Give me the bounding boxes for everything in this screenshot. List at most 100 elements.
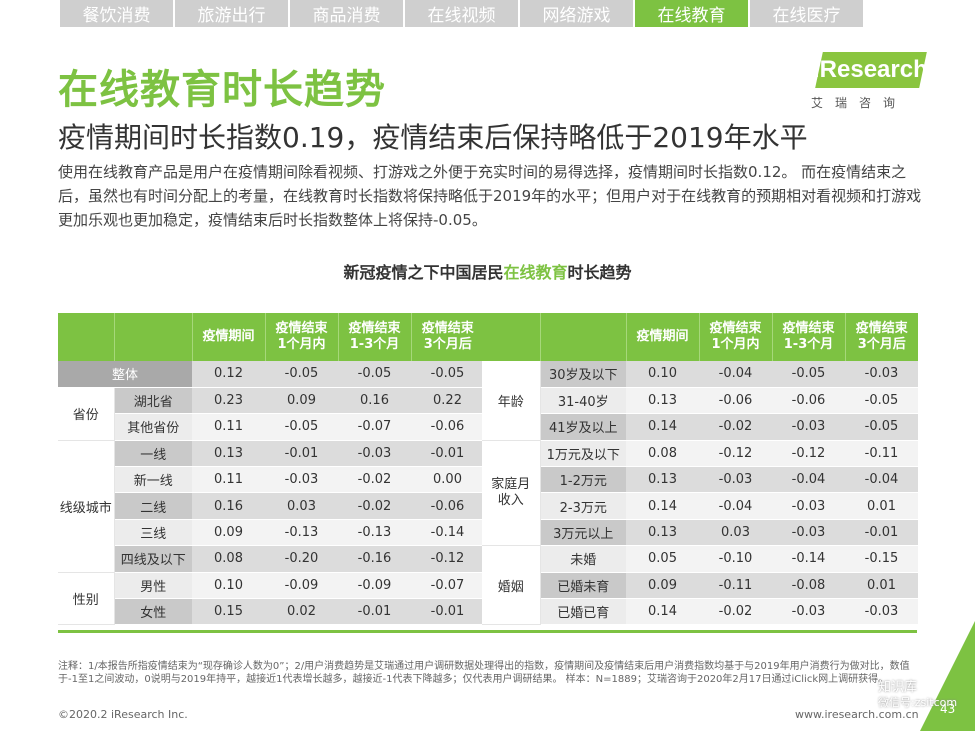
value-cell: 0.13 [626,466,699,494]
tab-1[interactable]: 旅游出行 [175,0,288,27]
category-label: 省份 [58,387,115,441]
value-cell: 0.03 [699,519,772,547]
value-cell: -0.13 [265,519,338,547]
row-label: 2-3万元 [540,492,626,520]
table-row: 省份 湖北省 0.23 0.09 0.16 0.22 [58,387,484,441]
value-cell: 0.14 [626,413,699,441]
table-row: 三线 0.09 -0.13 -0.13 -0.14 [58,519,484,547]
header-cell: 疫情结束 1-3个月 [771,313,845,361]
tab-3[interactable]: 在线视频 [405,0,518,27]
value-cell: -0.09 [265,572,338,600]
value-cell: -0.03 [772,519,845,547]
value-cell: -0.04 [772,466,845,494]
value-cell: -0.01 [338,598,411,626]
tab-2[interactable]: 商品消费 [290,0,403,27]
value-cell: -0.12 [699,440,772,468]
table-row: 新一线 0.11 -0.03 -0.02 0.00 [58,466,484,494]
header-cell: 疫情期间 [625,313,699,361]
value-cell: -0.20 [265,545,338,573]
total-row: 整体 0.12 -0.05 -0.05 -0.05 [58,361,484,388]
table-row: 3万元以上 0.13 0.03 -0.03 -0.01 [482,519,918,547]
value-cell: -0.03 [772,413,845,441]
tab-0[interactable]: 餐饮消费 [60,0,173,27]
watermark: 知识库 [878,680,918,695]
table-title-highlight: 在线教育 [503,263,568,282]
value-cell: -0.01 [411,598,484,626]
value-cell: -0.02 [699,598,772,626]
header-cell: 疫情结束 1个月内 [264,313,338,361]
value-cell: -0.02 [338,466,411,494]
value-cell: -0.05 [265,361,338,388]
row-label: 三线 [114,519,192,547]
value-cell: -0.03 [699,466,772,494]
value-cell: -0.11 [845,440,918,468]
table-row: 线级城市 一线 0.13 -0.01 -0.03 -0.01 [58,440,484,573]
table-row: 已婚未育 0.09 -0.11 -0.08 0.01 [482,572,918,600]
table-row: 41岁及以上 0.14 -0.02 -0.03 -0.05 [482,413,918,441]
description: 使用在线教育产品是用户在疫情期间除看视频、打游戏之外便于充实时间的易得选择，疫情… [58,163,922,229]
page-number: 43 [940,702,956,716]
tab-4[interactable]: 网络游戏 [520,0,633,27]
value-cell: -0.03 [772,492,845,520]
table-title: 新冠疫情之下中国居民在线教育时长趋势 [0,259,975,283]
row-label: 湖北省 [114,387,192,415]
row-label: 已婚已育 [540,598,626,626]
value-cell: 0.01 [845,572,918,600]
table-row: 婚姻 未婚 0.05 -0.10 -0.14 -0.15 [482,545,918,626]
value-cell: -0.14 [411,519,484,547]
header-blank [539,313,626,361]
value-cell: -0.10 [699,545,772,573]
value-cell: 0.16 [338,387,411,415]
value-cell: 0.05 [626,545,699,573]
value-cell: -0.11 [699,572,772,600]
value-cell: 0.16 [192,492,265,520]
table-title-post: 时长趋势 [567,263,632,282]
table-row: 女性 0.15 0.02 -0.01 -0.01 [58,598,484,626]
value-cell: -0.02 [699,413,772,441]
value-cell: -0.05 [772,361,845,388]
category-tabs: 餐饮消费 旅游出行 商品消费 在线视频 网络游戏 在线教育 在线医疗 [60,0,863,27]
value-cell: -0.07 [338,413,411,441]
row-label: 二线 [114,492,192,520]
value-cell: -0.01 [265,440,338,468]
value-cell: 0.13 [626,519,699,547]
iresearch-logo: iResearch 艾瑞咨询 [805,52,928,112]
category-label: 家庭月收入 [482,440,541,547]
value-cell: -0.09 [338,572,411,600]
table-row: 其他省份 0.11 -0.05 -0.07 -0.06 [58,413,484,441]
header-cell: 疫情结束 3个月后 [410,313,484,361]
value-cell: -0.12 [772,440,845,468]
value-cell: -0.04 [699,361,772,388]
value-cell: 0.09 [192,519,265,547]
tab-5[interactable]: 在线教育 [635,0,748,27]
row-label: 已婚未育 [540,572,626,600]
category-label: 线级城市 [58,440,115,573]
row-label: 30岁及以下 [540,361,626,388]
value-cell: -0.12 [411,545,484,573]
header-blank [482,313,540,361]
logo-subtitle: 艾瑞咨询 [811,96,908,110]
value-cell: 0.00 [411,466,484,494]
value-cell: -0.13 [338,519,411,547]
tab-6[interactable]: 在线医疗 [750,0,863,27]
value-cell: 0.03 [265,492,338,520]
header-cell: 疫情结束 1个月内 [698,313,772,361]
row-label: 四线及以下 [114,545,192,573]
value-cell: -0.04 [699,492,772,520]
header-row: 疫情期间 疫情结束 1个月内 疫情结束 1-3个月 疫情结束 3个月后 [482,313,918,361]
value-cell: -0.05 [845,413,918,441]
value-cell: -0.05 [845,387,918,415]
table-row: 四线及以下 0.08 -0.20 -0.16 -0.12 [58,545,484,573]
header-row: 疫情期间 疫情结束 1个月内 疫情结束 1-3个月 疫情结束 3个月后 [58,313,484,361]
page-title: 在线教育时长趋势 [58,67,386,113]
value-cell: 0.23 [192,387,265,415]
row-label: 一线 [114,440,192,468]
logo-text: iResearch [813,56,928,83]
value-cell: 0.14 [626,492,699,520]
value-cell: 0.13 [192,440,265,468]
value-cell: 0.10 [192,572,265,600]
value-cell: 0.11 [192,466,265,494]
header-cell: 疫情期间 [191,313,265,361]
value-cell: -0.05 [265,413,338,441]
row-label: 41岁及以上 [540,413,626,441]
